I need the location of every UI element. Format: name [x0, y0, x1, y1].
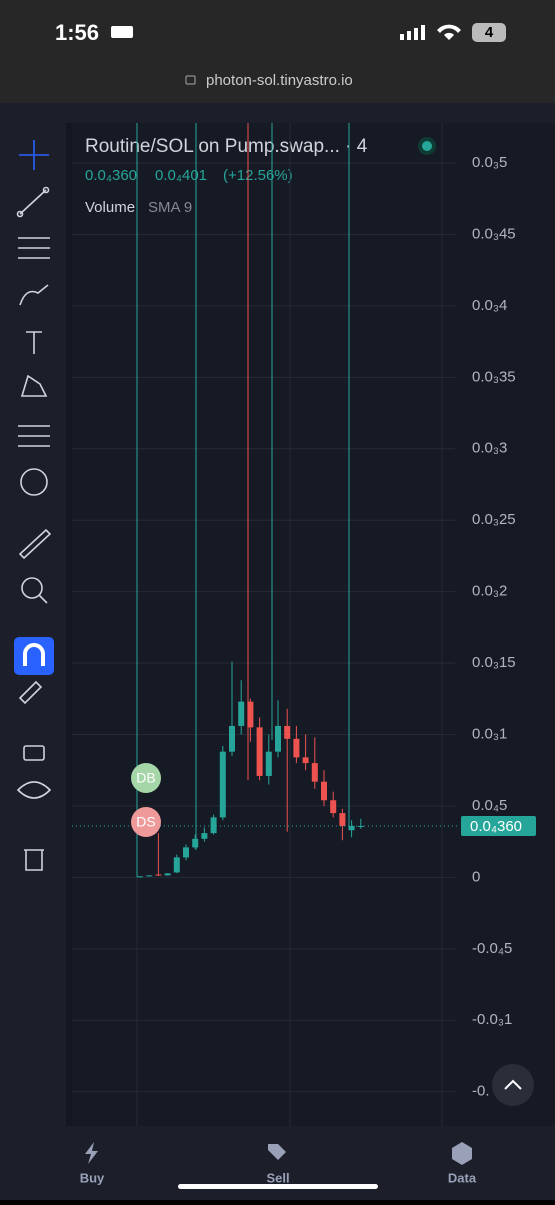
candle-body — [348, 825, 355, 831]
candle-body — [192, 838, 199, 848]
battery-level: 4 — [485, 24, 494, 41]
nav-sell[interactable]: Sell — [266, 1170, 289, 1185]
y-tick-label: 0.0₃5 — [472, 154, 507, 171]
nav-data[interactable]: Data — [448, 1170, 477, 1185]
wifi-icon — [437, 24, 461, 40]
candle-body — [155, 874, 162, 876]
sell-icon — [268, 1144, 286, 1160]
left-toolbar — [0, 123, 66, 1126]
top-toolbar — [0, 103, 555, 123]
ohlc-close: 0.0₄401 — [155, 167, 207, 184]
y-tick-label: -0.0₃1 — [472, 1011, 512, 1028]
y-tick-label: 0.0₃25 — [472, 511, 516, 528]
y-tick-label: 0.0₃45 — [472, 225, 516, 242]
candle-body — [238, 701, 245, 726]
y-tick-label: -0. — [472, 1083, 490, 1100]
y-tick-label: 0.0₃35 — [472, 368, 516, 385]
y-tick-label: 0.0₃4 — [472, 297, 507, 314]
y-tick-label: 0 — [472, 868, 480, 885]
candle-body — [275, 725, 281, 752]
candle-body — [229, 725, 235, 752]
sell-marker-label: DS — [136, 814, 155, 830]
chart-pane — [72, 123, 555, 1126]
candle-body — [265, 751, 272, 776]
y-tick-label: 0.0₃2 — [472, 583, 507, 600]
candle-body — [219, 751, 226, 818]
buy-icon — [85, 1142, 98, 1164]
price-tag-label: 0.0₄360 — [470, 818, 522, 835]
indicator-param: SMA 9 — [148, 199, 192, 216]
sell-marker[interactable] — [131, 807, 161, 837]
time: 1:56 — [55, 20, 99, 45]
candle-body — [311, 763, 318, 782]
y-tick-label: 0.0₄5 — [472, 797, 507, 814]
candle-body — [293, 738, 300, 758]
ohlc-change: (+12.56%) — [223, 167, 293, 184]
candle-body — [146, 875, 153, 877]
nav-buy[interactable]: Buy — [80, 1170, 105, 1185]
scroll-up-button[interactable] — [492, 1064, 534, 1106]
magnet-icon — [23, 643, 45, 666]
candle-body — [210, 817, 217, 834]
url: photon-sol.tinyastro.io — [206, 72, 353, 89]
lock-icon — [185, 75, 196, 85]
chevron-icon — [504, 1079, 522, 1090]
candle-body — [339, 813, 346, 826]
buy-marker[interactable] — [131, 763, 161, 793]
signal-icon — [400, 25, 425, 40]
home-indicator — [178, 1184, 378, 1189]
buy-marker-label: DB — [136, 770, 155, 786]
data-icon — [452, 1142, 472, 1165]
candle-body — [173, 857, 180, 873]
chart-title: Routine/SOL on Pump.swap... · 4 — [85, 136, 368, 157]
y-tick-label: 0.0₃3 — [472, 440, 507, 457]
candle-body — [201, 833, 208, 839]
candle-body — [330, 800, 337, 814]
candle-body — [247, 701, 254, 728]
price-tag — [461, 815, 536, 836]
y-tick-label: -0.0₄5 — [472, 940, 512, 957]
candle-body — [183, 847, 189, 858]
status-dot — [422, 141, 432, 151]
candle-body — [302, 757, 309, 764]
candle-body — [164, 873, 171, 876]
ohlc-open: 0.0₄360 — [85, 167, 137, 184]
indicator-name: Volume — [85, 199, 135, 216]
y-tick-label: 0.0₃1 — [472, 725, 507, 742]
candle-body — [321, 781, 327, 801]
candle-body — [137, 876, 143, 878]
magnet-tool[interactable] — [14, 637, 54, 675]
drawn-lines — [136, 123, 350, 877]
candle-body — [256, 727, 263, 776]
tool-icons — [16, 140, 52, 871]
battery — [472, 23, 506, 42]
browser-chrome — [0, 0, 555, 103]
y-tick-label: 0.0₃15 — [472, 654, 516, 671]
sleep-icon — [111, 26, 133, 38]
candle-body — [284, 725, 291, 739]
